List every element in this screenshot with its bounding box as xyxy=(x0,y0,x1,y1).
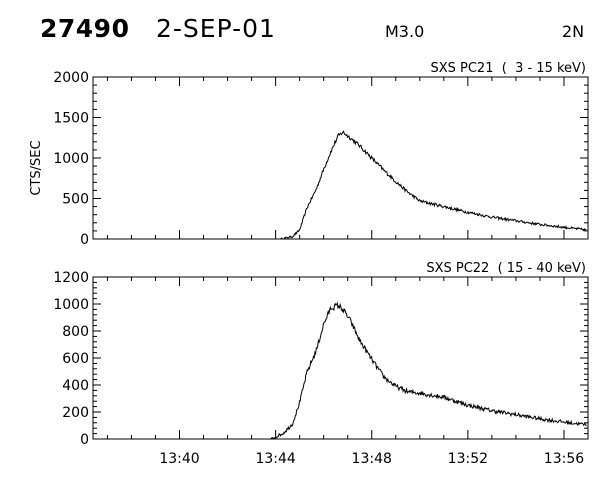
x-tick-label: 13:44 xyxy=(255,451,295,467)
y-tick-label: 0 xyxy=(80,432,89,448)
plot-frame xyxy=(93,77,588,239)
y-axis-label: CTS/SEC xyxy=(29,140,44,195)
y-tick-label: 1000 xyxy=(53,297,89,313)
y-tick-label: 0 xyxy=(80,232,89,248)
y-tick-label: 1500 xyxy=(53,111,89,127)
panel-2: SXS PC22 ( 15 - 40 keV) 0 200 400 600 800 1000… xyxy=(53,261,588,467)
panel-title: SXS PC22 ( 15 - 40 keV) xyxy=(426,261,586,276)
x-tick-label: 13:48 xyxy=(352,451,392,467)
y-tick-label: 400 xyxy=(62,378,89,394)
y-tick-label: 500 xyxy=(62,192,89,208)
y-tick-label: 2000 xyxy=(53,70,89,86)
x-tick-label: 13:52 xyxy=(448,451,488,467)
x-tick-label: 13:56 xyxy=(544,451,584,467)
series-line xyxy=(280,131,586,239)
y-tick-label: 200 xyxy=(62,405,89,421)
y-tick-label: 1200 xyxy=(53,270,89,286)
x-tick-label: 13:40 xyxy=(159,451,199,467)
y-tick-label: 800 xyxy=(62,324,89,340)
panel-1: SXS PC21 ( 3 - 15 keV) 0 500 1000 1500 2000 CT… xyxy=(29,61,588,248)
y-tick-label: 1000 xyxy=(53,151,89,167)
panel-title: SXS PC21 ( 3 - 15 keV) xyxy=(430,61,586,76)
y-tick-label: 600 xyxy=(62,351,89,367)
series-line xyxy=(271,303,587,438)
